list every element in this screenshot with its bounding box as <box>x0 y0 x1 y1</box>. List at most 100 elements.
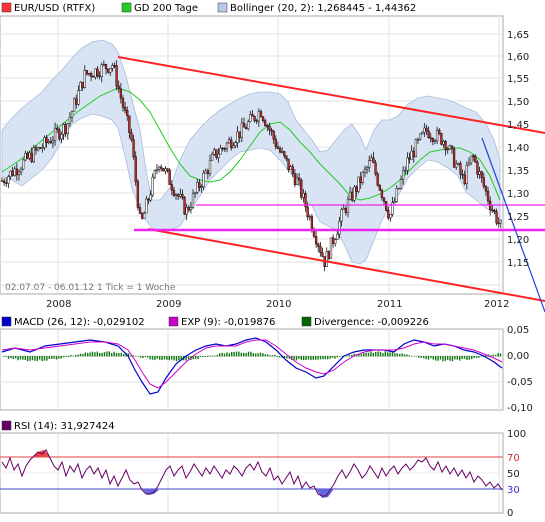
divergence-bar <box>29 356 31 361</box>
divergence-bar <box>444 356 446 361</box>
candle-body <box>295 177 299 185</box>
divergence-bar <box>334 356 336 359</box>
divergence-bar <box>276 356 278 358</box>
rsi-y-tick: 0 <box>507 508 513 519</box>
divergence-bar <box>267 354 269 357</box>
candle-body <box>172 189 176 196</box>
divergence-bar <box>120 352 122 357</box>
divergence-bar <box>22 356 24 360</box>
rsi-y-tick: 100 <box>507 429 526 440</box>
divergence-bar <box>351 354 353 357</box>
divergence-bar <box>463 356 466 359</box>
price-y-tick: 1,25 <box>507 212 529 223</box>
candle-body <box>389 214 392 219</box>
candle-body <box>219 147 222 155</box>
divergence-bar <box>147 356 149 358</box>
candle-body <box>9 170 12 177</box>
candle-body <box>179 193 182 197</box>
divergence-bar <box>31 356 34 361</box>
divergence-bar <box>461 356 463 360</box>
divergence-bar <box>485 354 487 357</box>
candle-body <box>189 207 193 211</box>
divergence-bar <box>135 356 137 357</box>
candle-body <box>155 169 159 172</box>
candle-body <box>164 168 167 172</box>
divergence-bar <box>154 356 156 361</box>
candle-body <box>140 213 144 219</box>
divergence-bar <box>437 356 439 361</box>
candle-body <box>499 219 502 224</box>
candle-body <box>249 114 252 122</box>
divergence-bar <box>303 356 305 360</box>
candle-body <box>365 167 369 170</box>
divergence-bar <box>387 352 389 357</box>
divergence-bar <box>79 353 82 357</box>
legend-swatch-exp <box>168 316 179 327</box>
legend-label-exp: EXP (9): -0,019876 <box>181 317 275 328</box>
candle-body <box>100 64 103 77</box>
rsi-y-tick: 50 <box>507 469 520 480</box>
candle-body <box>368 160 371 168</box>
divergence-bar <box>394 353 396 357</box>
price-y-tick: 1,35 <box>507 166 529 177</box>
divergence-bar <box>101 352 103 357</box>
divergence-bar <box>70 355 72 357</box>
candle-body <box>41 147 44 150</box>
divergence-bar <box>327 356 329 360</box>
divergence-bar <box>199 356 202 357</box>
candle-body <box>32 147 35 162</box>
divergence-bar <box>427 356 430 360</box>
candle-body <box>19 168 23 173</box>
candle-body <box>289 166 292 171</box>
candle-body <box>361 171 364 184</box>
candle-body <box>404 170 407 172</box>
candle-body <box>331 237 335 244</box>
candle-body <box>463 174 466 184</box>
divergence-bar <box>468 356 470 360</box>
candle-body <box>104 64 108 70</box>
divergence-bar <box>255 353 257 357</box>
price-y-tick: 1,15 <box>507 258 529 269</box>
divergence-bar <box>418 356 420 358</box>
candle-body <box>321 252 324 257</box>
projection-line <box>481 137 545 313</box>
candle-body <box>49 141 52 144</box>
divergence-bar <box>264 354 266 357</box>
candle-body <box>251 114 254 117</box>
candle-body <box>414 139 418 158</box>
candle-body <box>215 149 218 158</box>
candle-body <box>81 81 84 88</box>
divergence-bar <box>363 352 365 357</box>
macd-y-tick: -0,05 <box>507 377 533 388</box>
candle-body <box>62 124 65 135</box>
divergence-bar <box>87 352 89 357</box>
divergence-bar <box>406 354 408 357</box>
candle-body <box>96 68 99 77</box>
candle-body <box>482 177 485 187</box>
divergence-bar <box>151 356 154 360</box>
divergence-bar <box>288 356 290 359</box>
candle-body <box>45 137 48 143</box>
candle-body <box>300 179 303 198</box>
candle-body <box>232 145 235 149</box>
candle-body <box>435 129 439 142</box>
candle-body <box>77 90 80 105</box>
divergence-bar <box>5 356 7 357</box>
x-tick-year: 2010 <box>266 299 291 310</box>
candle-body <box>493 210 496 212</box>
legend-swatch-price <box>1 2 12 13</box>
candle-body <box>382 197 386 202</box>
candle-body <box>75 98 78 105</box>
candle-body <box>30 152 33 162</box>
candle-body <box>204 170 207 174</box>
divergence-bar <box>490 355 492 357</box>
divergence-bar <box>497 352 499 357</box>
candle-body <box>276 146 280 149</box>
candle-body <box>17 171 21 176</box>
divergence-bar <box>10 356 12 359</box>
candle-body <box>467 162 471 166</box>
divergence-bar <box>111 352 113 357</box>
divergence-bar <box>384 351 386 357</box>
divergence-bar <box>298 356 300 359</box>
